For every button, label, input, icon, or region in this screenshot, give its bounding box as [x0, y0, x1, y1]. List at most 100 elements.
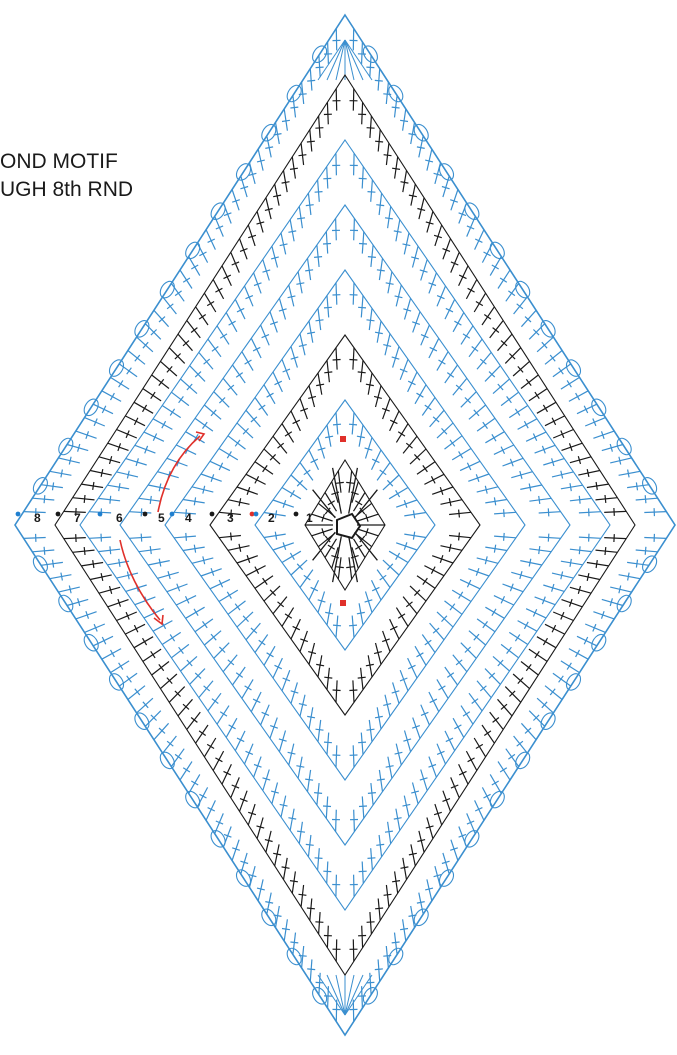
- stitch-post-r8: [635, 497, 658, 501]
- stitch-post-r7: [369, 115, 372, 138]
- stitch-post-r6: [403, 232, 410, 255]
- stitch-post-r2: [281, 550, 302, 564]
- round-labels: 8 7 6 5 4 3 2 1: [34, 511, 313, 525]
- stitch-bar-r7: [182, 340, 190, 347]
- stitch-post-r4: [444, 600, 463, 615]
- stitch-post-r5: [460, 391, 477, 408]
- chain-loop-icon: [540, 712, 556, 730]
- stitch-post-r5: [147, 560, 170, 566]
- stitch-bar-r6: [376, 204, 385, 207]
- stitch-bar-r3: [458, 532, 460, 541]
- stitch-post-r4: [494, 511, 517, 515]
- tip-fan-stitch: [317, 974, 346, 1016]
- stitch-post-r8: [41, 561, 63, 566]
- stitch-post-r4: [352, 745, 355, 768]
- stitch-bar-r2: [348, 423, 358, 426]
- stitch-post-r3: [382, 398, 391, 420]
- stitch-post-r3: [440, 499, 463, 505]
- stitch-bar-r7: [174, 353, 182, 360]
- stitch-bar-r8: [207, 238, 216, 243]
- stitch-post-r8: [144, 323, 162, 340]
- stitch-post-r6: [468, 338, 483, 358]
- stitch-bar-r8: [524, 727, 532, 734]
- stitch-bar-r6: [297, 830, 306, 833]
- round-label-2: 2: [268, 511, 275, 525]
- stitch-bar-r8: [307, 79, 316, 82]
- stitch-bar-r6: [551, 458, 555, 467]
- stitch-bar-r7: [577, 456, 582, 465]
- stitch-post-r2: [326, 603, 332, 626]
- stitch-post-r3: [263, 585, 281, 602]
- stitch-bar-r3: [430, 566, 436, 574]
- tip-fan-stitch: [335, 39, 346, 81]
- stitch-bar-r7: [551, 624, 557, 633]
- stitch-post-r8: [568, 390, 589, 402]
- stitch-post-r7: [458, 265, 469, 287]
- stitch-post-r6: [289, 219, 295, 242]
- stitch-bar-r6: [118, 483, 121, 492]
- stitch-bar-r5: [482, 421, 488, 429]
- stitch-post-r7: [536, 636, 557, 649]
- stitch-post-r6: [387, 821, 392, 844]
- stitch-bar-r2: [274, 510, 278, 519]
- stitch-post-r2: [364, 591, 373, 613]
- stitch-bar-r6: [523, 420, 529, 429]
- stitch-post-r6: [387, 206, 392, 229]
- stitch-bar-r8: [199, 793, 207, 799]
- stitch-bar-r2: [356, 611, 365, 615]
- stitch-post-r4: [399, 359, 409, 381]
- stitch-bar-r8: [474, 238, 483, 243]
- stitch-bar-r4: [399, 677, 408, 682]
- stitch-post-r6: [353, 874, 355, 897]
- stitch-bar-r6: [279, 243, 288, 247]
- stitch-bar-r6: [228, 724, 236, 730]
- stitch-post-r8: [179, 761, 193, 781]
- stitch-bar-r7: [83, 547, 86, 556]
- stitch-bar-r4: [493, 497, 497, 506]
- stitch-post-r6: [525, 608, 547, 619]
- stitch-post-r8: [118, 672, 138, 687]
- stitch-post-r7: [561, 599, 583, 608]
- stitch-post-r3: [290, 410, 301, 432]
- stitch-bar-r7: [108, 585, 113, 594]
- stitch-post-r4: [384, 694, 391, 717]
- stitch-bar-r5: [438, 359, 446, 365]
- stitch-post-r5: [452, 377, 468, 396]
- stitch-bar-r4: [424, 404, 432, 411]
- stitch-bar-r3: [284, 431, 293, 437]
- centre-stitch: [331, 467, 342, 514]
- stitch-post-r4: [218, 589, 239, 603]
- chain-loop-icon: [362, 987, 378, 1005]
- stitch-post-r8: [377, 68, 381, 91]
- stitch-post-r8: [23, 536, 46, 539]
- stitch-bar-r8: [51, 482, 55, 491]
- stitch-post-r5: [250, 338, 262, 359]
- stitch-bar-r5: [482, 621, 488, 629]
- stitch-post-r6: [98, 548, 121, 553]
- stitch-bar-r8: [315, 66, 324, 69]
- stitch-post-r4: [368, 308, 373, 331]
- stitch-bar-r6: [270, 790, 279, 794]
- stitch-post-r6: [307, 834, 312, 857]
- stitch-post-r8: [544, 350, 563, 365]
- stitch-post-r8: [505, 748, 520, 767]
- stitch-post-r3: [432, 555, 454, 564]
- stitch-bar-r2: [296, 479, 304, 487]
- stitch-post-r1: [357, 513, 379, 522]
- stitch-post-r7: [63, 537, 86, 540]
- stitch-bar-r2: [364, 447, 373, 451]
- stitch-bar-r8: [466, 820, 475, 825]
- stitch-post-r6: [378, 193, 383, 216]
- stitch-post-r4: [468, 568, 490, 577]
- stitch-post-r6: [428, 272, 437, 294]
- stitch-post-r8: [205, 229, 216, 250]
- stitch-bar-r3: [458, 509, 460, 518]
- stitch-bar-r7: [306, 140, 315, 143]
- stitch-post-r8: [170, 748, 185, 767]
- stitch-post-r7: [282, 857, 288, 880]
- stitch-post-r2: [317, 437, 326, 459]
- stitch-post-r6: [411, 246, 419, 268]
- stitch-bar-r6: [541, 596, 546, 605]
- stitch-bar-r7: [141, 404, 148, 413]
- stitch-bar-r4: [484, 485, 488, 494]
